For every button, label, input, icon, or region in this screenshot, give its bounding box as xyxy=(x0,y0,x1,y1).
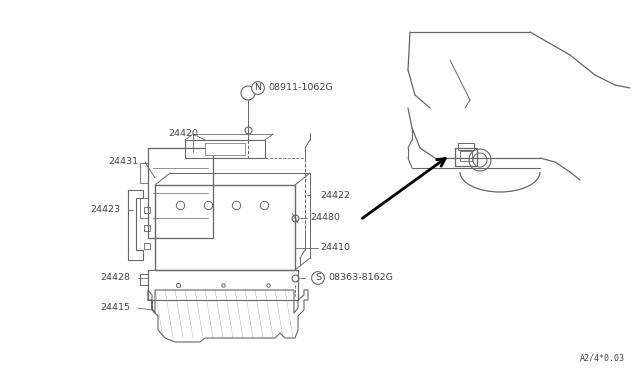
Bar xyxy=(185,140,265,158)
Text: 24423: 24423 xyxy=(90,205,120,215)
Bar xyxy=(458,143,474,150)
Text: 24415: 24415 xyxy=(100,304,130,312)
Bar xyxy=(155,185,295,270)
Bar xyxy=(455,148,477,166)
Text: 24410: 24410 xyxy=(320,244,350,253)
Text: A2/4*0.03: A2/4*0.03 xyxy=(580,353,625,362)
Text: 24422: 24422 xyxy=(320,190,350,199)
Bar xyxy=(140,163,148,183)
Text: 24428: 24428 xyxy=(100,273,130,282)
Bar xyxy=(140,198,148,218)
Text: 24480: 24480 xyxy=(310,214,340,222)
Text: 24431: 24431 xyxy=(108,157,138,167)
Bar xyxy=(148,148,213,238)
Text: 08911-1062G: 08911-1062G xyxy=(268,83,333,93)
Text: S: S xyxy=(315,273,321,282)
Bar xyxy=(148,270,298,300)
Bar xyxy=(205,143,245,155)
Text: N: N xyxy=(255,83,262,93)
Bar xyxy=(460,151,472,161)
Text: 24420: 24420 xyxy=(168,128,198,138)
Text: 08363-8162G: 08363-8162G xyxy=(328,273,393,282)
